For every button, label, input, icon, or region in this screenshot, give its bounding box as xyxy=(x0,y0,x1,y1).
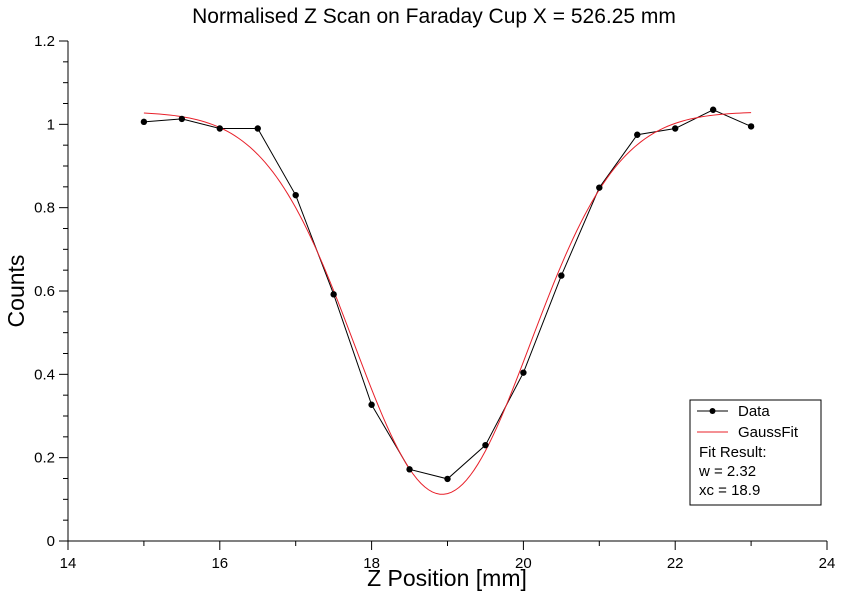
data-point xyxy=(558,272,565,279)
data-point xyxy=(254,125,261,132)
data-series-line xyxy=(143,109,752,480)
y-axis-label: Counts xyxy=(3,255,29,328)
y-tick-label: 1 xyxy=(47,116,55,133)
y-tick-label: 0.6 xyxy=(34,283,55,300)
data-point xyxy=(747,123,755,130)
legend-data-label: Data xyxy=(738,403,770,420)
y-ticks: 0 0.2 0.4 0.6 0.8 1 1.2 xyxy=(34,33,68,550)
data-point xyxy=(140,118,148,126)
y-tick-label: 1.2 xyxy=(34,33,55,50)
y-tick-label: 0.4 xyxy=(34,366,55,383)
x-tick-label: 16 xyxy=(211,555,228,572)
data-point xyxy=(406,466,413,473)
legend: Data GaussFit Fit Result: w = 2.32 xc = … xyxy=(689,399,822,506)
gaussfit-curve xyxy=(143,112,752,495)
y-tick-label: 0 xyxy=(47,533,55,550)
x-axis-label: Z Position [mm] xyxy=(367,565,527,591)
y-tick-label: 0.2 xyxy=(34,450,55,467)
chart-title: Normalised Z Scan on Faraday Cup X = 526… xyxy=(192,5,676,28)
data-point xyxy=(368,401,375,408)
data-point xyxy=(482,441,489,449)
x-ticks: 14 16 18 20 22 24 xyxy=(60,541,836,572)
legend-fit-center: xc = 18.9 xyxy=(699,482,760,499)
data-point xyxy=(216,125,223,132)
data-point xyxy=(709,106,717,113)
data-point xyxy=(444,475,451,483)
legend-data-marker xyxy=(709,408,716,414)
data-point xyxy=(330,291,337,298)
x-tick-label: 24 xyxy=(819,555,836,572)
y-tick-label: 0.8 xyxy=(34,200,55,217)
legend-box xyxy=(689,399,822,506)
data-point xyxy=(178,115,186,123)
data-point xyxy=(520,369,527,376)
x-tick-label: 20 xyxy=(515,555,532,572)
data-point xyxy=(292,191,299,199)
legend-fit-width: w = 2.32 xyxy=(698,463,756,480)
x-tick-label: 22 xyxy=(667,555,684,572)
legend-fit-result-heading: Fit Result: xyxy=(699,444,767,461)
legend-fit-label: GaussFit xyxy=(738,424,799,441)
series-layer xyxy=(140,106,755,495)
x-tick-label: 14 xyxy=(60,555,77,572)
data-point xyxy=(596,184,603,191)
data-point xyxy=(634,131,641,138)
data-point xyxy=(672,125,679,132)
x-tick-label: 18 xyxy=(363,555,380,572)
